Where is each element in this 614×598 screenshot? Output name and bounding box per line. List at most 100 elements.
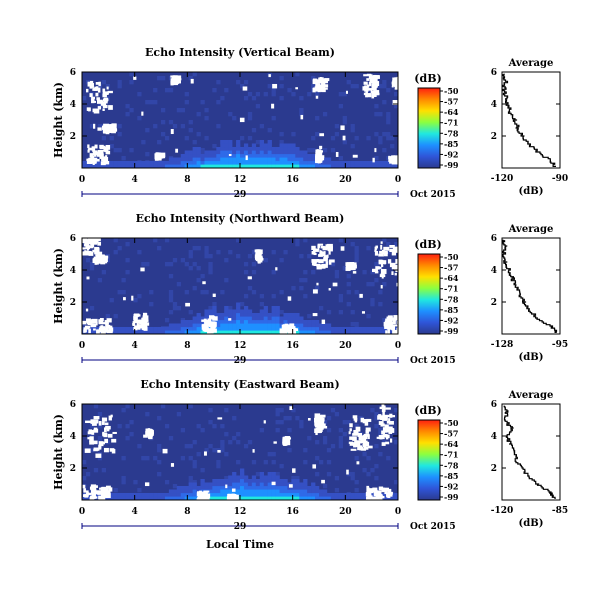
no-data-cell — [373, 74, 377, 78]
no-data-cell — [340, 246, 345, 251]
no-data-cell — [388, 322, 393, 326]
no-data-cell — [217, 450, 221, 453]
noise-cell — [295, 238, 300, 243]
no-data-cell — [374, 148, 377, 153]
echo-cell — [247, 330, 253, 335]
echo-cell — [188, 323, 193, 328]
echo-cell — [216, 493, 221, 497]
no-data-cell — [356, 443, 361, 448]
echo-cell — [358, 327, 363, 331]
no-data-cell — [378, 486, 384, 491]
echo-cell — [303, 330, 308, 335]
no-data-cell — [97, 251, 103, 256]
echo-cell — [125, 161, 130, 165]
no-data-cell — [87, 431, 93, 435]
noise-cell — [168, 436, 174, 441]
date-label: Oct 2015 — [410, 356, 456, 366]
noise-cell — [220, 424, 225, 429]
echo-cell — [228, 486, 233, 490]
echo-cell — [275, 330, 280, 335]
echo-cell — [153, 327, 158, 331]
no-data-cell — [381, 249, 385, 253]
echo-cell — [172, 157, 178, 162]
noise-cell — [125, 258, 130, 263]
echo-cell — [168, 330, 174, 335]
noise-cell — [243, 80, 249, 85]
noise-cell — [157, 246, 162, 251]
noise-cell — [164, 480, 170, 485]
echo-cell — [251, 482, 257, 487]
echo-cell — [311, 154, 316, 158]
no-data-cell — [105, 490, 111, 496]
no-data-cell — [144, 312, 148, 317]
no-data-cell — [134, 325, 141, 330]
echo-cell — [224, 493, 229, 497]
no-data-cell — [103, 156, 107, 159]
noise-cell — [366, 314, 371, 319]
echo-cell — [243, 323, 249, 328]
noise-cell — [319, 460, 324, 465]
noise-cell — [390, 136, 395, 141]
echo-cell — [271, 147, 276, 151]
echo-cell — [208, 309, 213, 314]
x-tick-label: 0 — [79, 341, 85, 351]
echo-cell — [204, 482, 209, 487]
echo-cell — [299, 323, 304, 328]
date-day-label: 29 — [234, 356, 247, 366]
echo-cell — [188, 486, 193, 490]
no-data-cell — [206, 324, 209, 329]
no-data-cell — [204, 328, 209, 332]
no-data-cell — [141, 320, 147, 325]
no-data-cell — [91, 493, 96, 498]
echo-cell — [259, 320, 264, 324]
echo-cell — [303, 161, 308, 165]
echo-cell — [259, 316, 264, 321]
no-data-cell — [148, 434, 152, 439]
echo-cell — [362, 330, 367, 335]
echo-cell — [184, 150, 189, 155]
no-data-cell — [354, 420, 358, 423]
noise-cell — [338, 92, 343, 97]
no-data-cell — [317, 414, 323, 418]
no-data-cell — [108, 105, 113, 110]
no-data-cell — [323, 251, 326, 256]
no-data-cell — [386, 325, 392, 330]
no-data-cell — [314, 413, 321, 418]
echo-cell — [342, 161, 347, 165]
no-data-cell — [396, 282, 401, 287]
x-tick-label: 8 — [184, 175, 190, 185]
echo-cell — [232, 313, 237, 317]
no-data-cell — [158, 156, 162, 159]
no-data-cell — [97, 106, 102, 110]
noise-cell — [137, 294, 142, 299]
noise-cell — [200, 290, 205, 295]
no-data-cell — [380, 241, 383, 244]
echo-cell — [224, 489, 229, 494]
echo-cell — [263, 489, 268, 494]
echo-cell — [184, 489, 189, 494]
x-tick-label: 8 — [184, 507, 190, 517]
noise-cell — [224, 88, 229, 93]
noise-cell — [307, 436, 312, 441]
echo-cell — [232, 316, 237, 321]
echo-cell — [121, 164, 126, 169]
noise-cell — [157, 448, 162, 453]
echo-cell — [200, 479, 205, 483]
echo-cell — [255, 147, 261, 151]
echo-cell — [236, 320, 241, 324]
no-data-cell — [86, 492, 92, 496]
noise-cell — [176, 108, 182, 113]
no-data-cell — [96, 151, 103, 157]
echo-cell — [346, 161, 351, 165]
echo-cell — [287, 493, 292, 497]
noise-cell — [168, 290, 174, 295]
noise-cell — [275, 472, 280, 477]
echo-cell — [326, 323, 332, 328]
noise-cell — [224, 452, 229, 457]
noise-cell — [212, 448, 217, 453]
echo-cell — [149, 496, 154, 501]
colorbar-tick-label: -99 — [444, 492, 459, 502]
echo-cell — [243, 482, 249, 487]
noise-cell — [255, 472, 261, 477]
